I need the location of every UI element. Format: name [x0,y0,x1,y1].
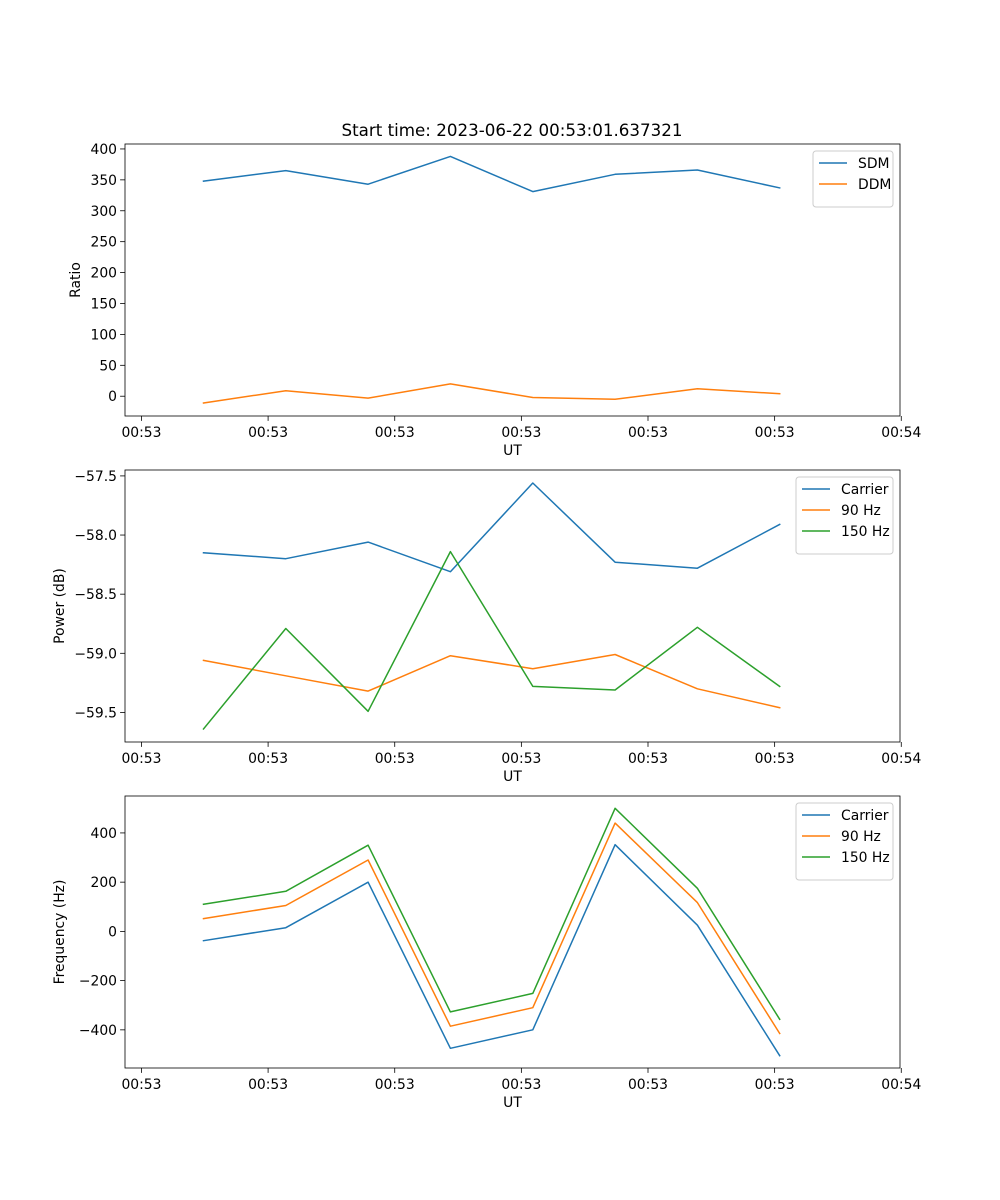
legend-label: 90 Hz [841,503,881,519]
series-line-90-hz [202,653,781,709]
y-tick-label: 0 [108,389,117,405]
x-axis-label: UT [503,443,522,459]
axes-frame [124,795,901,1069]
chart-panel-1: 00:53 00:53 00:53 00:53 00:53 00:53 00:54 0 50 10… [68,142,921,459]
x-tick-label: 00:53 [501,425,541,441]
x-tick-label: 00:54 [881,425,921,441]
axes-frame [124,143,901,417]
y-axis-label: Power (dB) [52,568,68,644]
y-tick-label: 50 [99,358,117,374]
series-line-sdm [202,155,781,193]
y-tick-label: −58.0 [74,528,117,544]
legend: Carrier 90 Hz 150 Hz [795,476,894,555]
legend-label: Carrier [841,482,889,498]
series-line-90-hz [202,822,781,1035]
legend-label: 150 Hz [841,850,890,866]
y-tick-label: −59.5 [74,705,117,721]
y-tick-label: −400 [79,1023,117,1039]
x-tick-label: 00:53 [755,751,795,767]
x-tick-label: 00:53 [375,751,415,767]
legend-box [812,150,894,208]
panels: 00:53 00:53 00:53 00:53 00:53 00:53 00:54 0 50 10… [52,142,921,1111]
legend-label: Carrier [841,808,889,824]
y-tick-label: 200 [90,875,117,891]
y-tick-label: 0 [108,924,117,940]
y-tick-label: 400 [90,142,117,158]
chart-panel-2: 00:53 00:53 00:53 00:53 00:53 00:53 00:54 −59.5… [52,469,921,785]
y-tick-label: −58.5 [74,587,117,603]
legend-label: 90 Hz [841,829,881,845]
y-tick-label: 150 [90,296,117,312]
x-axis-label: UT [503,769,522,785]
x-tick-label: 00:53 [628,1077,668,1093]
legend: Carrier 90 Hz 150 Hz [795,802,894,881]
y-tick-label: −57.5 [74,469,117,485]
y-tick-label: 100 [90,327,117,343]
y-tick-label: 200 [90,266,117,282]
x-tick-label: 00:53 [121,751,161,767]
legend-label: 150 Hz [841,524,890,540]
y-axis-label: Ratio [68,262,84,298]
y-tick-label: 250 [90,235,117,251]
x-tick-label: 00:54 [881,751,921,767]
chart-panel-3: 00:53 00:53 00:53 00:53 00:53 00:53 00:54 −400 −… [52,795,921,1111]
x-tick-label: 00:54 [881,1077,921,1093]
x-tick-label: 00:53 [755,1077,795,1093]
series-line-150-hz [202,807,781,1021]
x-tick-label: 00:53 [375,1077,415,1093]
y-axis-label: Frequency (Hz) [52,880,68,985]
x-tick-label: 00:53 [248,425,288,441]
axes-frame [124,469,901,743]
x-tick-label: 00:53 [501,751,541,767]
legend-label: SDM [858,156,890,172]
y-tick-label: 350 [90,173,117,189]
y-tick-label: −59.0 [74,646,117,662]
legend-box [795,476,894,555]
figure-title: Start time: 2023-06-22 00:53:01.637321 [342,120,683,140]
legend: SDM DDM [812,150,894,208]
series-line-carrier [202,482,781,573]
y-tick-label: −200 [79,974,117,990]
series-line-150-hz [202,550,781,731]
x-axis-label: UT [503,1095,522,1111]
x-tick-label: 00:53 [628,751,668,767]
legend-box [795,802,894,881]
legend-label: DDM [858,177,891,193]
x-tick-label: 00:53 [248,1077,288,1093]
x-tick-label: 00:53 [248,751,288,767]
series-line-ddm [202,383,781,404]
x-tick-label: 00:53 [121,425,161,441]
x-tick-label: 00:53 [501,1077,541,1093]
x-tick-label: 00:53 [121,1077,161,1093]
y-tick-label: 400 [90,826,117,842]
series-line-carrier [202,843,781,1057]
x-tick-label: 00:53 [628,425,668,441]
x-tick-label: 00:53 [375,425,415,441]
y-tick-label: 300 [90,204,117,220]
x-tick-label: 00:53 [755,425,795,441]
